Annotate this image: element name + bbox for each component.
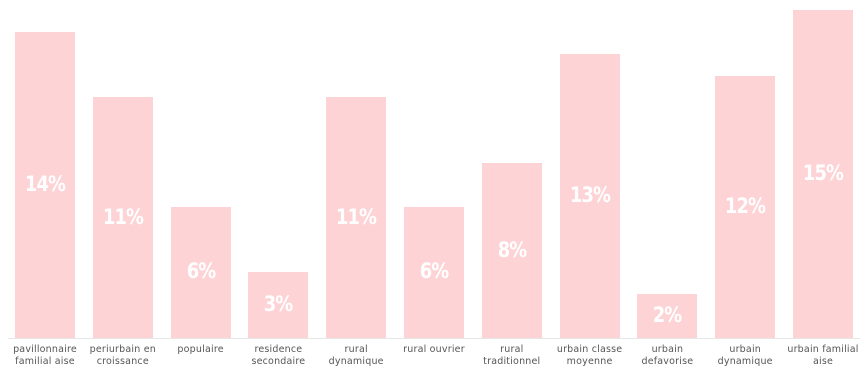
bar (481, 163, 542, 338)
value-label: 3% (264, 292, 293, 317)
x-tick-label: rural ouvrier (403, 344, 465, 355)
bar (637, 294, 698, 338)
value-label: 13% (569, 182, 610, 207)
bar (404, 206, 464, 338)
x-tick-label: periurbain en croissance (89, 344, 156, 367)
value-label: 11% (102, 204, 144, 229)
value-label: 2% (653, 303, 682, 328)
x-tick-label: pavillonnaire familial aise (13, 344, 77, 367)
x-tick-label: rural traditionnel (483, 344, 541, 367)
bar (170, 206, 231, 338)
x-tick-label: urbain familial aise (787, 344, 859, 367)
bar (793, 10, 853, 338)
value-label: 6% (419, 259, 449, 284)
x-tick-label: urbain dynamique (717, 344, 773, 367)
x-tick-label: populaire (177, 344, 224, 355)
x-tick-label: urbain defavorise (641, 344, 694, 367)
value-label: 8% (497, 237, 527, 262)
value-label: 11% (336, 204, 377, 229)
value-label: 15% (802, 161, 844, 185)
bar (559, 53, 620, 338)
bar (15, 31, 75, 338)
value-label: 12% (725, 193, 766, 218)
value-label: 14% (24, 171, 66, 196)
bar (326, 97, 387, 338)
bar (715, 75, 776, 338)
x-tick-label: residence secondaire (251, 344, 306, 367)
baseline (8, 338, 860, 339)
value-label: 6% (186, 259, 215, 284)
x-tick-label: rural dynamique (328, 344, 384, 367)
bar (248, 272, 309, 338)
x-tick-label: urbain classe moyenne (556, 344, 623, 367)
bar (92, 97, 153, 338)
